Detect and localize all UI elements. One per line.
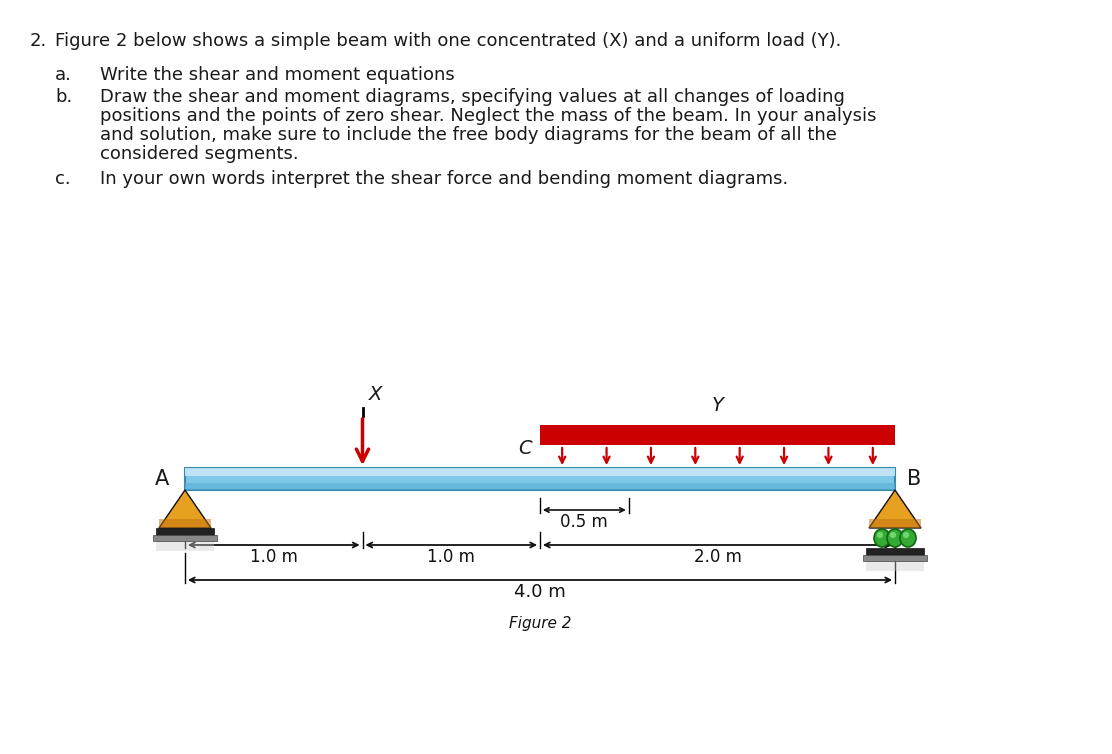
Text: c.: c. bbox=[54, 170, 71, 188]
Text: 2.0 m: 2.0 m bbox=[694, 548, 742, 566]
Polygon shape bbox=[868, 519, 921, 528]
Ellipse shape bbox=[876, 532, 883, 538]
Polygon shape bbox=[159, 519, 211, 528]
Text: Figure 2 below shows a simple beam with one concentrated (X) and a uniform load : Figure 2 below shows a simple beam with … bbox=[54, 32, 842, 50]
Text: and solution, make sure to include the free body diagrams for the beam of all th: and solution, make sure to include the f… bbox=[100, 126, 837, 144]
Bar bbox=[156, 528, 214, 535]
Text: Y: Y bbox=[712, 396, 724, 415]
Text: a.: a. bbox=[54, 66, 72, 84]
Text: 1.0 m: 1.0 m bbox=[250, 548, 298, 566]
Text: B: B bbox=[907, 469, 921, 489]
Text: considered segments.: considered segments. bbox=[100, 145, 299, 163]
Text: C: C bbox=[518, 439, 532, 458]
Bar bbox=[185, 483, 895, 490]
Polygon shape bbox=[159, 490, 211, 528]
Text: Draw the shear and moment diagrams, specifying values at all changes of loading: Draw the shear and moment diagrams, spec… bbox=[100, 88, 845, 106]
Text: 2.: 2. bbox=[30, 32, 47, 50]
Bar bbox=[866, 561, 924, 571]
Text: Figure 2: Figure 2 bbox=[509, 616, 572, 631]
Ellipse shape bbox=[887, 529, 903, 547]
Ellipse shape bbox=[874, 529, 890, 547]
Bar bbox=[185, 468, 895, 476]
Bar bbox=[156, 541, 214, 551]
Text: Write the shear and moment equations: Write the shear and moment equations bbox=[100, 66, 455, 84]
Bar bbox=[185, 468, 895, 490]
Text: positions and the points of zero shear. Neglect the mass of the beam. In your an: positions and the points of zero shear. … bbox=[100, 107, 876, 125]
Text: 1.0 m: 1.0 m bbox=[427, 548, 475, 566]
Bar bbox=[153, 535, 217, 541]
Text: 4.0 m: 4.0 m bbox=[514, 583, 566, 601]
Bar bbox=[863, 555, 927, 561]
Polygon shape bbox=[868, 490, 921, 528]
Bar bbox=[540, 425, 895, 445]
Text: b.: b. bbox=[54, 88, 72, 106]
Ellipse shape bbox=[903, 532, 910, 538]
Text: 0.5 m: 0.5 m bbox=[560, 513, 608, 531]
Ellipse shape bbox=[890, 532, 896, 538]
Text: In your own words interpret the shear force and bending moment diagrams.: In your own words interpret the shear fo… bbox=[100, 170, 788, 188]
Bar bbox=[866, 548, 924, 555]
Ellipse shape bbox=[900, 529, 916, 547]
Text: A: A bbox=[155, 469, 169, 489]
Text: X: X bbox=[368, 385, 381, 404]
